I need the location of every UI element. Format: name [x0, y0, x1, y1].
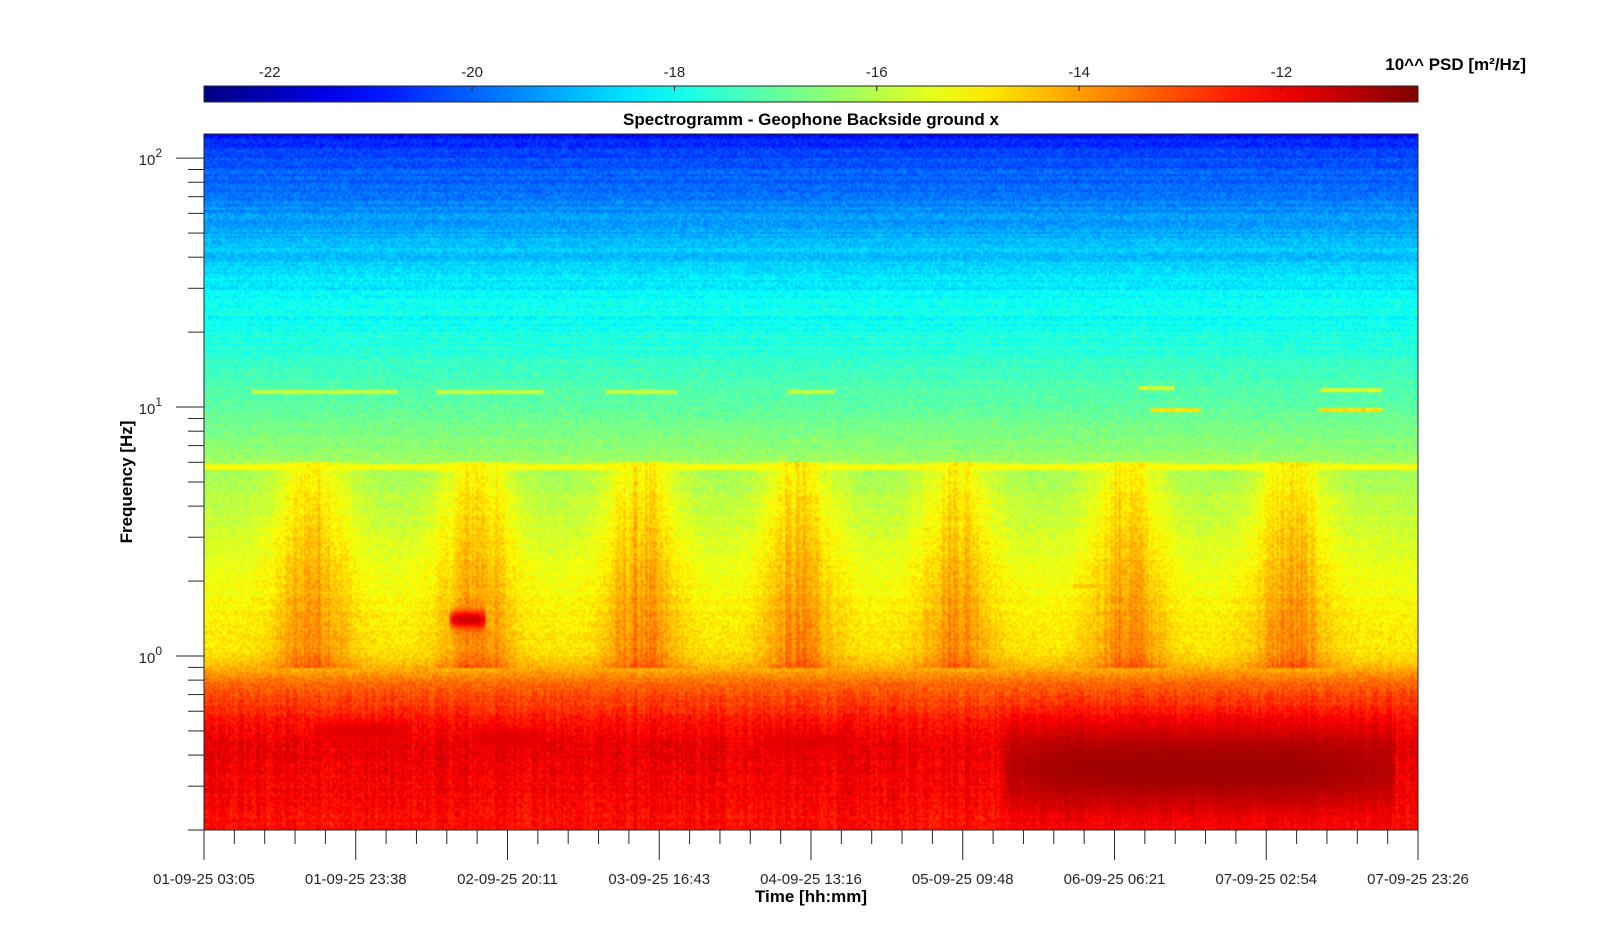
spectrogram-heatmap — [204, 134, 1418, 830]
colorbar-label: 10^^ PSD [m²/Hz] — [1385, 55, 1526, 74]
colorbar-tick-label: -20 — [461, 64, 483, 81]
x-axis: 01-09-25 03:05 01-09-25 23:38 02-09-25 20:… — [153, 829, 1469, 888]
x-tick-label: 01-09-25 23:38 — [305, 871, 407, 888]
x-tick-label: 03-09-25 16:43 — [608, 871, 710, 888]
x-tick-label: 07-09-25 02:54 — [1215, 871, 1317, 888]
y-tick-label: 102 — [139, 146, 163, 169]
x-tick-label: 06-09-25 06:21 — [1064, 871, 1166, 888]
colorbar-tick-label: -18 — [664, 64, 686, 81]
y-tick-label: 101 — [139, 395, 163, 418]
colorbar-ticks: -22 -20 -18 -16 -14 -12 — [259, 64, 1292, 91]
x-tick-label: 07-09-25 23:26 — [1367, 871, 1469, 888]
x-tick-label: 02-09-25 20:11 — [457, 871, 558, 888]
colorbar-tick-label: -14 — [1068, 64, 1090, 81]
x-tick-label: 05-09-25 09:48 — [912, 871, 1014, 888]
colorbar-tick-label: -12 — [1271, 64, 1293, 81]
colorbar: -22 -20 -18 -16 -14 -12 10^^ PSD [m²/Hz] — [203, 55, 1526, 103]
x-axis-title: Time [hh:mm] — [755, 887, 867, 906]
chart-title: Spectrogramm - Geophone Backside ground … — [623, 110, 1000, 129]
y-tick-label: 100 — [139, 644, 163, 667]
x-tick-label: 01-09-25 03:05 — [153, 871, 255, 888]
y-axis: 100 101 102 — [139, 134, 205, 831]
colorbar-scale — [203, 85, 1419, 103]
x-tick-label: 04-09-25 13:16 — [760, 871, 862, 888]
colorbar-tick-label: -22 — [259, 64, 281, 81]
colorbar-tick-label: -16 — [866, 64, 888, 81]
y-axis-title: Frequency [Hz] — [117, 421, 136, 544]
